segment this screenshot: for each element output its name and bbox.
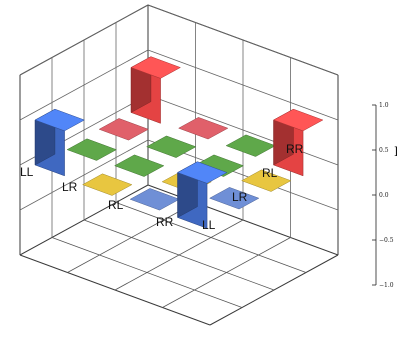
bar-RR-RR: [273, 108, 324, 177]
z-tick-label: 0.0: [379, 192, 389, 199]
floor-grid-line: [162, 237, 291, 308]
bar-RL-LR: [146, 135, 197, 158]
bar-tile: [209, 187, 260, 210]
wall-grid-line: [19, 4, 149, 76]
bar-LR-LR: [114, 154, 165, 177]
col-label-LL: LL: [202, 218, 216, 232]
z-axis-label: Re[ρinput]: [394, 145, 397, 161]
wall-grid-line: [19, 49, 149, 121]
bar-tile: [98, 118, 149, 141]
z-tick-label: −0.5: [379, 237, 394, 244]
bars-layer: [34, 56, 324, 229]
bar-LL-RL: [129, 188, 180, 211]
labels-layer: 1.0 0.5 0.0 −0.5 −1.0 Re[ρinput] LL LR RL RR LL LR R…: [20, 102, 397, 289]
bar-LR-RR: [209, 187, 260, 210]
bar-tile: [178, 117, 229, 140]
bar-LR-LL: [66, 138, 117, 161]
bar-top-face: [130, 56, 181, 79]
grid-layer: [19, 4, 339, 326]
bar-LL-LR: [82, 173, 133, 196]
z-tick-label: −1.0: [379, 282, 394, 289]
bar-RR-RL: [225, 134, 276, 157]
col-label-RR: RR: [286, 142, 304, 156]
row-label-LL: LL: [20, 165, 34, 179]
floor-grid-line: [83, 219, 275, 291]
bar-tile: [114, 154, 165, 177]
wall-grid-line: [147, 4, 339, 76]
row-label-LR: LR: [62, 180, 78, 194]
bar-top-face: [34, 108, 85, 132]
bar-tile: [82, 173, 133, 196]
bar-tile: [241, 169, 292, 192]
col-label-RL: RL: [262, 166, 278, 180]
bar-tile: [146, 135, 197, 158]
bar-LL-LL: [34, 108, 85, 177]
floor-grid-line: [115, 202, 307, 273]
wall-grid-line: [147, 49, 339, 121]
wall-grid-line: [147, 94, 339, 166]
z-tick-label: 0.5: [379, 147, 389, 154]
bar-top-face: [273, 108, 324, 132]
bar-RL-LL: [98, 118, 149, 141]
bar-tile: [129, 188, 180, 211]
bar-RR-LL: [130, 56, 181, 124]
row-label-RR: RR: [156, 215, 174, 229]
bar-top-face: [177, 161, 228, 184]
bar-tile: [66, 138, 117, 161]
col-label-LR: LR: [232, 190, 248, 204]
z-tick-label: 1.0: [379, 102, 389, 109]
bar-RR-LR: [178, 117, 229, 140]
bar-RL-RR: [241, 169, 292, 192]
row-label-RL: RL: [108, 198, 124, 212]
bar-tile: [225, 134, 276, 157]
bar-LL-RR: [177, 161, 228, 229]
wall-grid-line: [19, 139, 149, 211]
